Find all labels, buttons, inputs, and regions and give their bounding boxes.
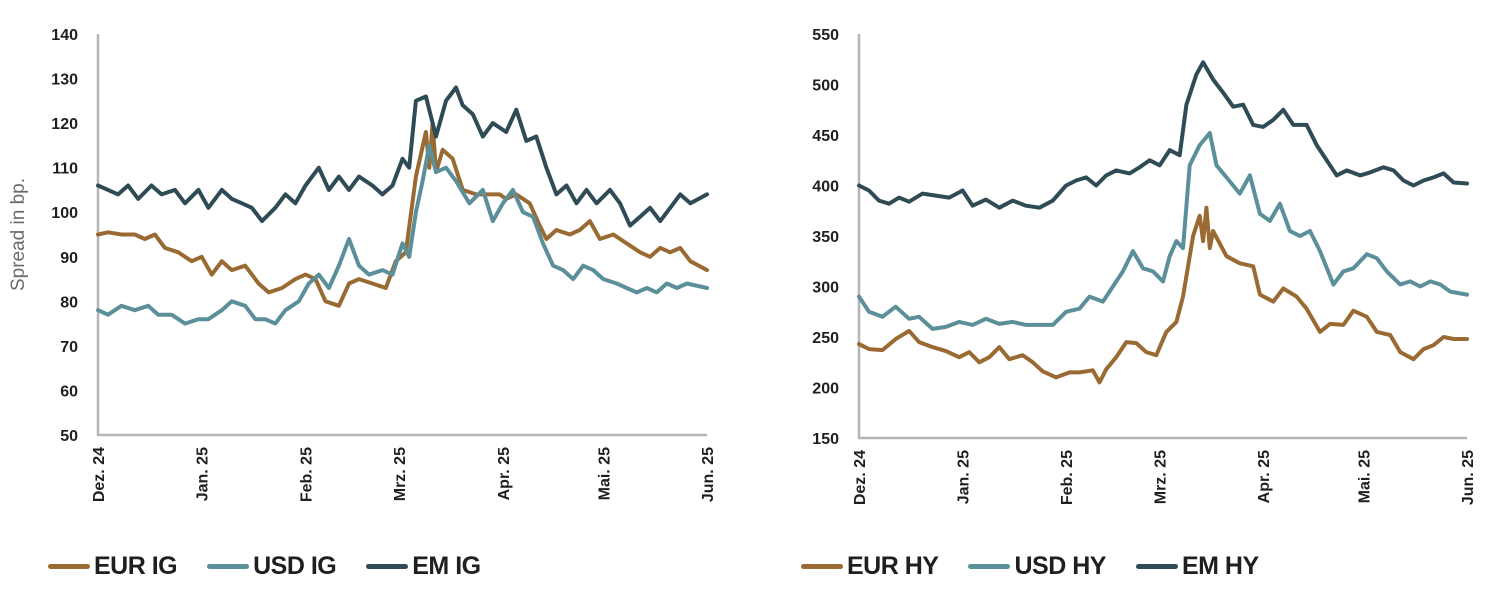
legend-label-eur-hy: EUR HY: [847, 552, 939, 580]
y-tick-label: 500: [812, 78, 839, 95]
legend-item-em-ig: EM IG: [366, 552, 481, 581]
ig-spread-chart: 50 60 70 80 90 100 110 120 130 140 Dez. 24 Jan. 25 F…: [8, 27, 717, 581]
hy-legend: EUR HY USD HY EM HY: [801, 552, 1289, 581]
y-tick-label: 150: [812, 431, 839, 448]
x-tick-label: Mrz. 25: [1153, 450, 1170, 504]
y-axis-label: Spread in bp.: [8, 178, 29, 291]
x-tick-label: Jun. 25: [700, 447, 717, 502]
y-tick-label: 80: [60, 294, 78, 311]
x-tick-label: Mrz. 25: [392, 447, 409, 501]
legend-swatch-usd-hy: [968, 564, 1011, 569]
x-tick-label: Dez. 24: [91, 447, 108, 502]
y-tick-label: 450: [812, 128, 839, 145]
y-tick-label: 250: [812, 330, 839, 347]
legend-item-usd-hy: USD HY: [968, 552, 1106, 581]
x-tick-label: Jan. 25: [956, 450, 973, 504]
y-tick-label: 350: [812, 229, 839, 246]
series-line-eur-hy: [857, 205, 1469, 385]
legend-label-usd-ig: USD IG: [253, 552, 337, 580]
y-tick-label: 550: [812, 27, 839, 44]
legend-label-em-hy: EM HY: [1181, 552, 1259, 580]
x-tick-label: Dez. 24: [852, 450, 869, 505]
y-tick-label: 50: [60, 428, 78, 445]
ig-spread-plot: 50 60 70 80 90 100 110 120 130 140 Dez. 24 Jan. 25 F…: [8, 27, 717, 502]
legend-swatch-eur-ig: [48, 564, 90, 569]
y-tick-label: 60: [60, 383, 78, 400]
x-tick-label: Jan. 25: [195, 447, 212, 501]
legend-item-eur-ig: EUR IG: [48, 552, 178, 581]
x-tick-label: Apr. 25: [496, 447, 513, 500]
legend-swatch-usd-ig: [207, 564, 250, 569]
hy-spread-plot: 150 200 250 300 350 400 450 500 550 Dez. 24 Jan. 2…: [812, 27, 1477, 505]
legend-label-em-ig: EM IG: [412, 552, 481, 580]
series-line-eur-ig: [96, 121, 709, 308]
legend-swatch-em-hy: [1135, 564, 1178, 569]
legend-swatch-em-ig: [366, 564, 409, 569]
legend-label-usd-hy: USD HY: [1014, 552, 1106, 580]
series-line-usd-ig: [96, 143, 709, 326]
series-line-usd-hy: [857, 131, 1469, 331]
x-tick-label: Mai. 25: [596, 447, 613, 500]
legend-item-em-hy: EM HY: [1135, 552, 1259, 581]
legend-item-eur-hy: EUR HY: [801, 552, 939, 581]
x-tick-label: Mai. 25: [1356, 450, 1373, 503]
x-tick-label: Apr. 25: [1256, 450, 1273, 503]
x-tick-label: Feb. 25: [1059, 450, 1076, 505]
series-line-em-hy: [857, 60, 1469, 210]
ig-legend: EUR IG USD IG EM IG: [48, 552, 511, 581]
y-tick-label: 100: [51, 205, 78, 222]
y-tick-label: 130: [51, 72, 78, 89]
hy-spread-chart: 150 200 250 300 350 400 450 500 550 Dez. 24 Jan. 2…: [753, 0, 1506, 599]
y-tick-label: 70: [60, 339, 78, 356]
y-tick-label: 110: [52, 161, 78, 178]
series-line-em-ig: [96, 85, 709, 228]
y-tick-label: 200: [812, 381, 839, 398]
legend-swatch-eur-hy: [801, 564, 843, 569]
y-tick-label: 400: [812, 179, 839, 196]
legend-label-eur-ig: EUR IG: [94, 552, 178, 580]
y-tick-label: 140: [51, 27, 78, 44]
y-tick-label: 300: [812, 280, 839, 297]
x-tick-label: Jun. 25: [1460, 450, 1477, 505]
y-tick-label: 120: [51, 116, 78, 133]
y-tick-label: 90: [60, 250, 78, 267]
x-tick-label: Feb. 25: [298, 447, 315, 502]
legend-item-usd-ig: USD IG: [207, 552, 337, 581]
